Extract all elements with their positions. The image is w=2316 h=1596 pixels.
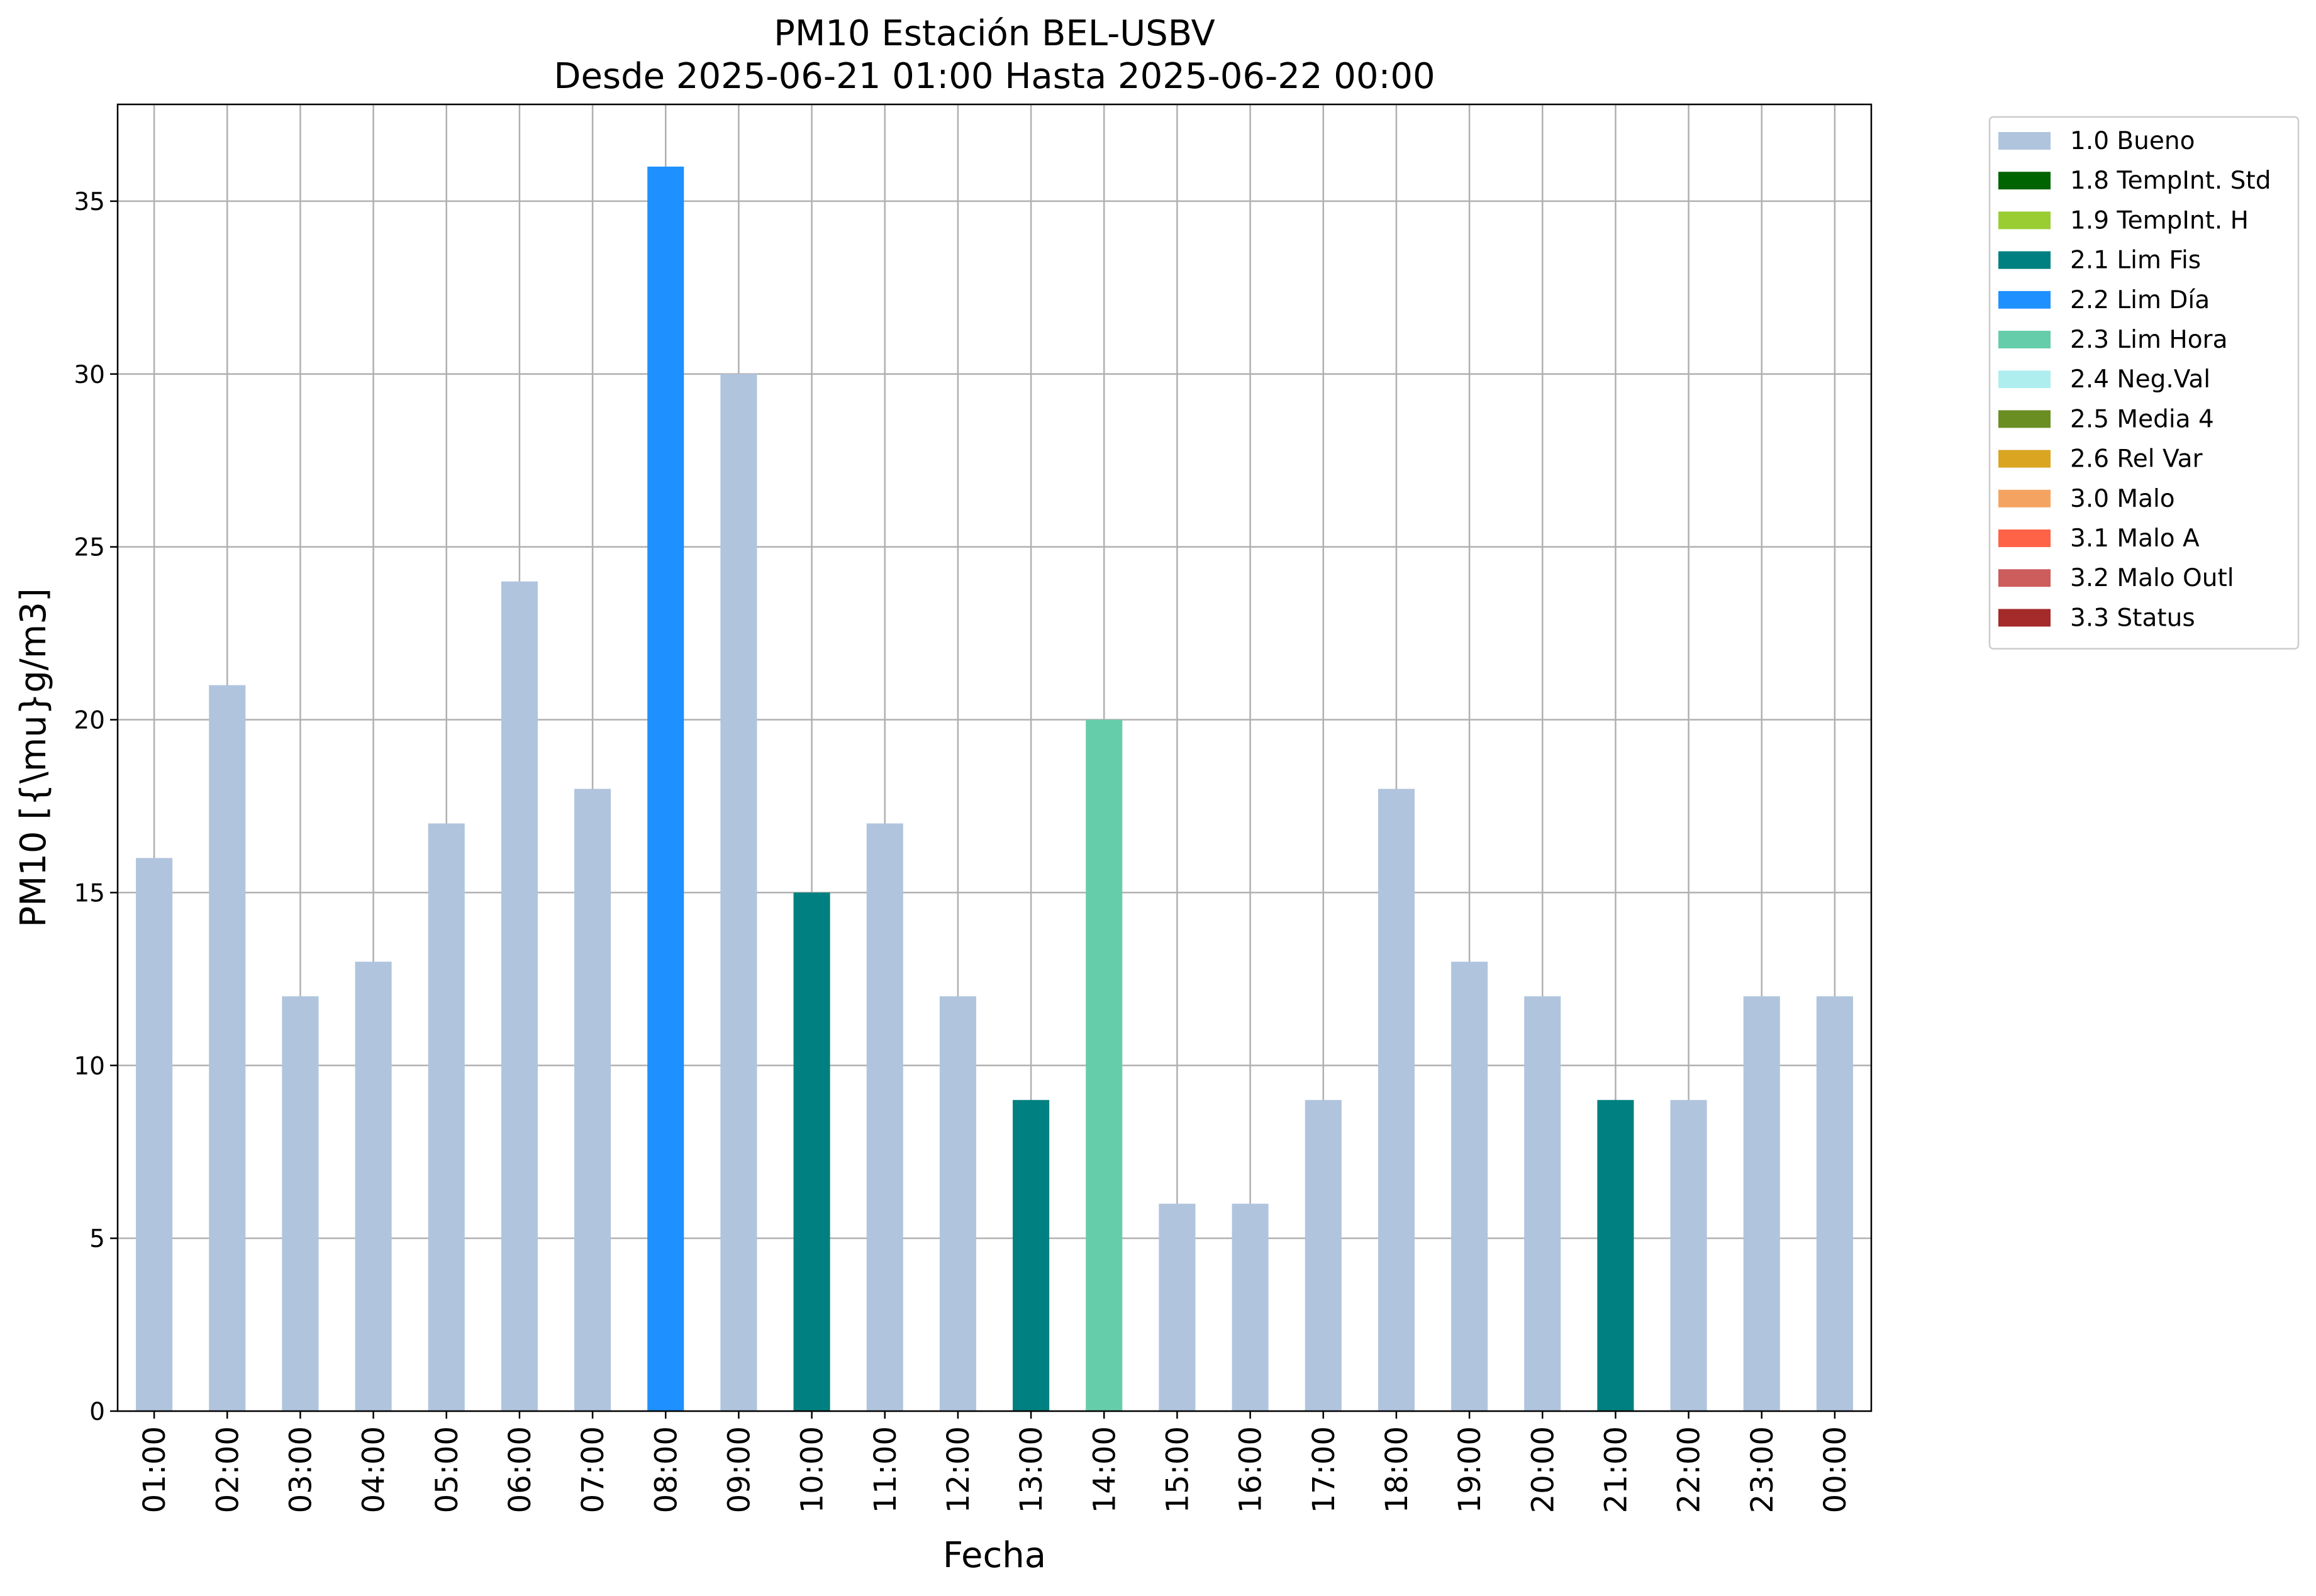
bar xyxy=(355,961,392,1411)
bar xyxy=(1305,1100,1342,1411)
legend-label: 2.2 Lim Día xyxy=(2070,286,2210,314)
legend-box xyxy=(1988,116,2300,650)
legend-swatch xyxy=(1998,251,2051,269)
x-tick-label: 02:00 xyxy=(210,1426,245,1513)
bar xyxy=(1670,1100,1707,1411)
x-tick-label: 00:00 xyxy=(1818,1426,1853,1513)
bar xyxy=(136,858,173,1411)
x-tick-label: 21:00 xyxy=(1598,1426,1634,1513)
legend-swatch xyxy=(1998,172,2051,190)
y-tick-label: 25 xyxy=(74,534,105,562)
bar xyxy=(1524,996,1561,1411)
legend-swatch xyxy=(1998,529,2051,547)
bar xyxy=(1451,961,1488,1411)
x-tick-label: 14:00 xyxy=(1087,1426,1122,1513)
x-tick-label: 05:00 xyxy=(430,1426,465,1513)
x-tick-label: 13:00 xyxy=(1014,1426,1049,1513)
bar xyxy=(1597,1100,1634,1411)
bar xyxy=(1159,1204,1196,1411)
bar xyxy=(1378,789,1415,1411)
legend-swatch xyxy=(1998,569,2051,587)
chart-title: PM10 Estación BEL-USBV xyxy=(774,13,1215,54)
legend-swatch xyxy=(1998,211,2051,230)
x-tick-label: 01:00 xyxy=(137,1426,172,1513)
legend-label: 1.9 TempInt. H xyxy=(2070,206,2249,235)
legend-swatch xyxy=(1998,291,2051,309)
legend-label: 1.0 Bueno xyxy=(2070,127,2195,155)
x-tick-label: 04:00 xyxy=(357,1426,392,1513)
y-tick-label: 0 xyxy=(89,1398,105,1426)
legend-swatch xyxy=(1998,489,2051,507)
legend-swatch xyxy=(1998,370,2051,389)
y-tick-label: 35 xyxy=(74,188,105,216)
bar xyxy=(501,581,538,1411)
legend-label: 3.3 Status xyxy=(2070,604,2195,632)
x-tick-label: 06:00 xyxy=(503,1426,538,1513)
bar xyxy=(1013,1100,1050,1411)
y-tick-label: 15 xyxy=(74,879,105,907)
legend-swatch xyxy=(1998,331,2051,348)
x-tick-label: 03:00 xyxy=(283,1426,318,1513)
x-tick-label: 22:00 xyxy=(1672,1426,1707,1513)
bar xyxy=(720,374,757,1411)
legend-label: 3.2 Malo Outl xyxy=(2070,564,2234,592)
x-tick-label: 18:00 xyxy=(1379,1426,1415,1513)
x-tick-label: 12:00 xyxy=(941,1426,976,1513)
x-tick-label: 20:00 xyxy=(1525,1426,1561,1513)
x-axis-label: Fecha xyxy=(943,1535,1046,1576)
x-tick-label: 11:00 xyxy=(868,1426,903,1513)
legend-label: 2.1 Lim Fis xyxy=(2070,247,2201,275)
y-axis-label: PM10 [{\mu}g/m3] xyxy=(13,588,54,928)
x-tick-label: 10:00 xyxy=(795,1426,830,1513)
bar xyxy=(1086,719,1123,1411)
chart-subtitle: Desde 2025-06-21 01:00 Hasta 2025-06-22 … xyxy=(554,56,1435,97)
bars xyxy=(136,166,1853,1411)
bar xyxy=(866,823,903,1411)
x-tick-label: 23:00 xyxy=(1745,1426,1780,1513)
bar xyxy=(1816,996,1853,1411)
x-tick-label: 17:00 xyxy=(1306,1426,1342,1513)
y-tick-label: 10 xyxy=(74,1052,105,1080)
y-tick-label: 30 xyxy=(74,361,105,389)
x-tick-label: 08:00 xyxy=(649,1426,684,1513)
y-axis-ticks: 0 5 10 15 20 25 30 35 xyxy=(74,188,118,1426)
bar xyxy=(574,789,611,1411)
legend-swatch xyxy=(1998,450,2051,468)
x-tick-label: 15:00 xyxy=(1160,1426,1195,1513)
legend-label: 2.6 Rel Var xyxy=(2070,445,2203,474)
legend-label: 2.4 Neg.Val xyxy=(2070,365,2210,394)
bar xyxy=(282,996,319,1411)
legend: 1.0 Bueno 1.8 TempInt. Std 1.9 TempInt. H 2… xyxy=(1988,116,2300,650)
x-tick-label: 09:00 xyxy=(721,1426,757,1513)
legend-label: 2.3 Lim Hora xyxy=(2070,326,2228,354)
x-tick-label: 07:00 xyxy=(576,1426,611,1513)
bar xyxy=(209,685,246,1411)
y-tick-label: 20 xyxy=(74,707,105,735)
x-tick-label: 19:00 xyxy=(1452,1426,1488,1513)
bar xyxy=(793,892,830,1411)
legend-label: 3.0 Malo xyxy=(2070,485,2175,513)
bar xyxy=(647,166,684,1411)
legend-swatch xyxy=(1998,132,2051,150)
legend-swatch xyxy=(1998,609,2051,627)
legend-label: 2.5 Media 4 xyxy=(2070,405,2214,433)
bar xyxy=(1232,1204,1269,1411)
legend-label: 3.1 Malo A xyxy=(2070,524,2200,553)
bar xyxy=(1743,996,1780,1411)
x-axis-ticks: 01:00 02:00 03:00 04:00 05:00 06:00 07:00 08:00… xyxy=(137,1411,1853,1513)
x-tick-label: 16:00 xyxy=(1233,1426,1269,1513)
plot-area-frame xyxy=(116,103,1873,1412)
legend-label: 1.8 TempInt. Std xyxy=(2070,167,2271,195)
bar xyxy=(939,996,976,1411)
y-tick-label: 5 xyxy=(89,1225,105,1253)
bar xyxy=(428,823,465,1411)
legend-swatch xyxy=(1998,410,2051,428)
